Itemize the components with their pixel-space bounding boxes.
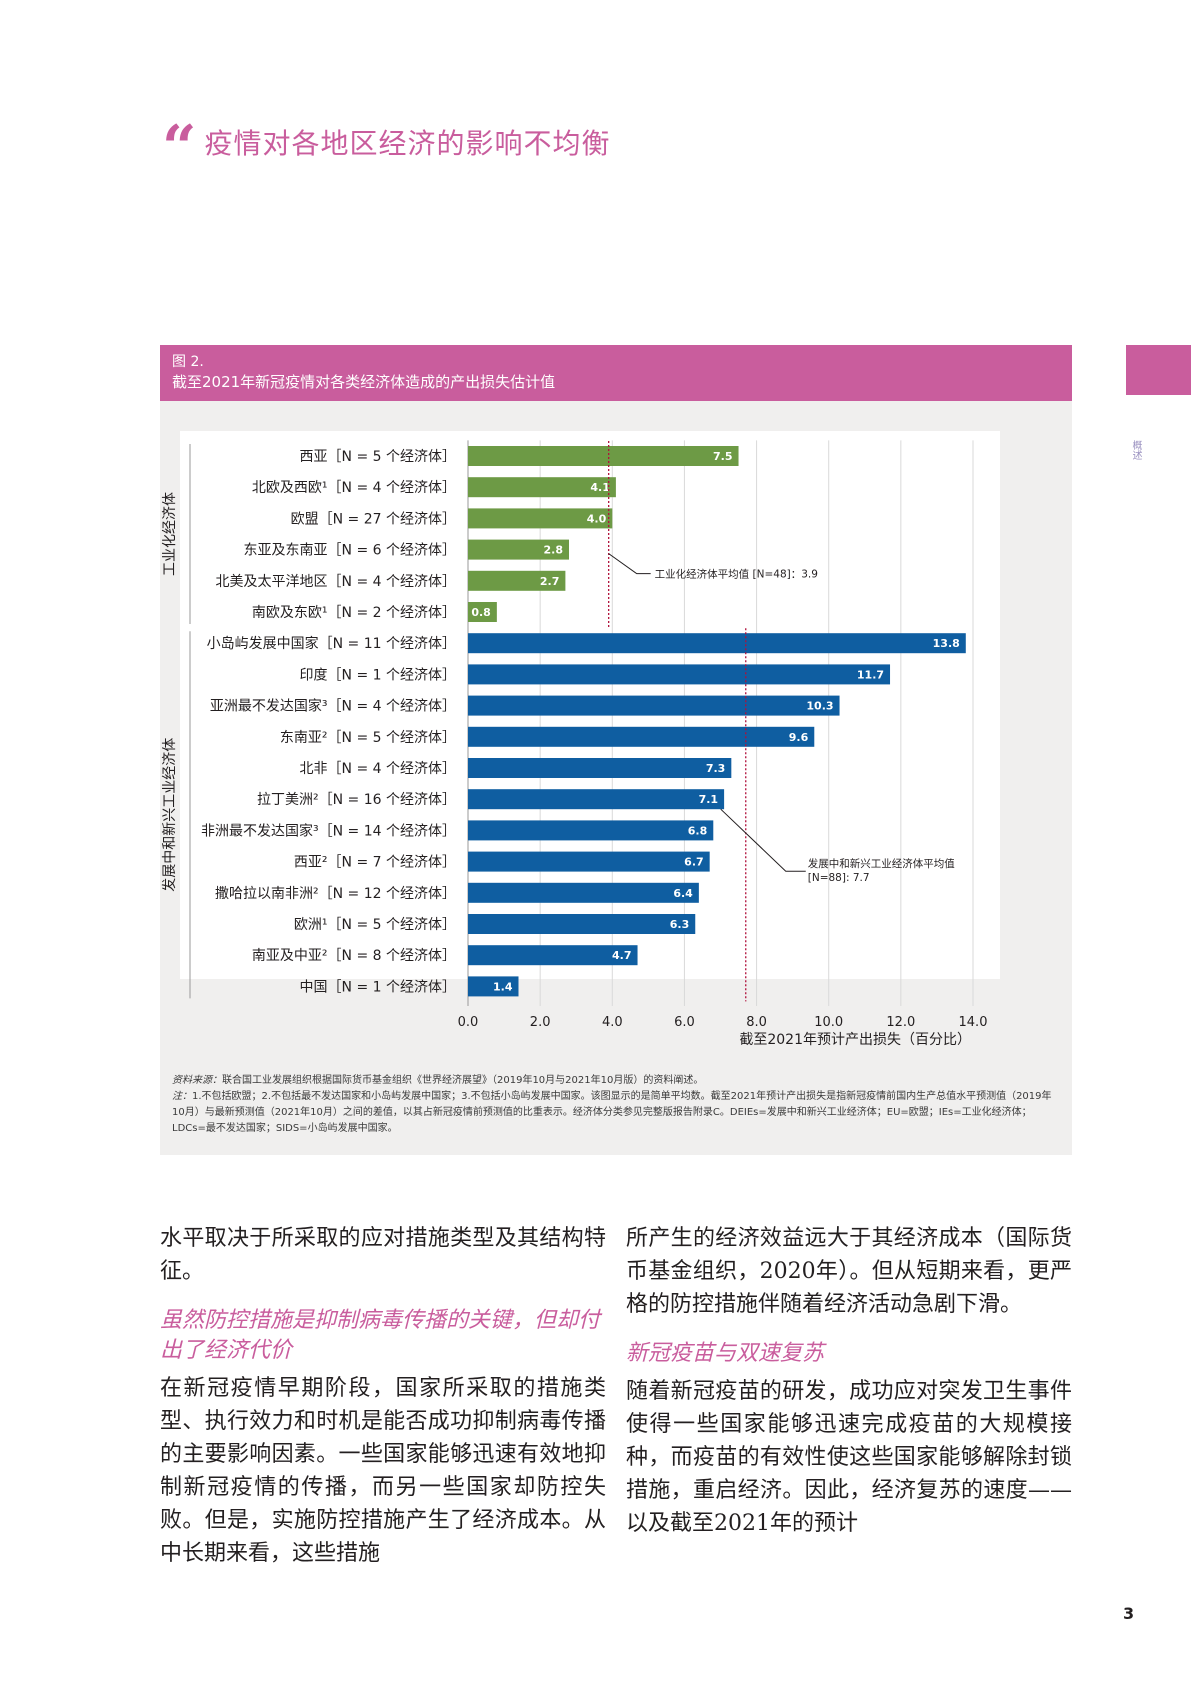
right-subheading: 新冠疫苗与双速复苏	[626, 1341, 825, 1366]
category-label: 南欧及东欧¹［N = 2 个经济体］	[252, 605, 456, 621]
category-label: 拉丁美洲²［N = 16 个经济体］	[257, 792, 456, 808]
bar-value-label: 0.8	[471, 606, 491, 619]
bar	[468, 570, 566, 591]
bar-chart: 0.0 2.0 4.0 6.0 8.0 10.0 12.0 14.0 截至2021年预计产出损失…	[162, 431, 1000, 1048]
page-title: 疫情对各地区经济的影响不均衡	[204, 127, 611, 160]
bar-value-label: 7.3	[706, 762, 726, 775]
bar	[468, 477, 616, 498]
bar-value-label: 4.1	[590, 481, 610, 494]
section-label: 概述	[1130, 440, 1141, 460]
bar	[468, 446, 739, 466]
bar	[468, 633, 966, 654]
figure-header: 图 2. 截至2021年新冠疫情对各类经济体造成的产出损失估计值	[160, 345, 1072, 401]
bar	[468, 602, 497, 622]
category-label: 南亚及中亚²［N = 8 个经济体］	[252, 948, 456, 964]
left-paragraph-1: 水平取决于所采取的应对措施类型及其结构特征。	[160, 1226, 606, 1284]
average-annotation-line: [N=88]: 7.7	[808, 872, 870, 884]
average-annotation-line: 发展中和新兴工业经济体平均值	[808, 857, 955, 870]
x-axis-title: 截至2021年预计产出损失（百分比）	[739, 1032, 971, 1048]
category-label: 印度［N = 1 个经济体］	[300, 667, 456, 683]
bar-value-label: 11.7	[857, 668, 884, 681]
category-label: 小岛屿发展中国家［N = 11 个经济体］	[207, 635, 456, 652]
source-label: 资料来源：	[172, 1075, 222, 1086]
x-tick-label: 4.0	[602, 1015, 623, 1030]
bar-value-label: 6.3	[670, 918, 690, 931]
bar-value-label: 6.4	[673, 887, 693, 900]
figure-panel: 图 2. 截至2021年新冠疫情对各类经济体造成的产出损失估计值 0.0 2.0 4…	[160, 345, 1072, 1155]
figure-title: 截至2021年新冠疫情对各类经济体造成的产出损失估计值	[172, 373, 556, 391]
bar-value-label: 7.1	[699, 793, 719, 806]
bar-value-label: 6.7	[684, 856, 704, 869]
average-leader	[720, 808, 806, 872]
category-label: 东南亚²［N = 5 个经济体］	[280, 730, 456, 746]
left-subheading: 虽然防控措施是抑制病毒传播的关键，但却付出了经济代价	[160, 1308, 601, 1363]
category-label: 中国［N = 1 个经济体］	[300, 979, 456, 995]
bar	[468, 539, 569, 560]
bar	[468, 789, 725, 810]
x-tick-label: 14.0	[959, 1015, 988, 1030]
page-number: 3	[1123, 1604, 1135, 1623]
category-label: 西亚［N = 5 个经济体］	[300, 449, 456, 465]
average-annotation: 发展中和新兴工业经济体平均值 [N=88]: 7.7	[808, 857, 955, 884]
bar	[468, 976, 519, 997]
x-tick-label: 0.0	[458, 1015, 479, 1030]
bar	[468, 945, 638, 966]
bar	[468, 664, 891, 685]
bar-value-label: 9.6	[789, 731, 809, 744]
bar-value-label: 13.8	[933, 637, 960, 650]
bar-value-label: 2.8	[544, 544, 564, 557]
quote-icon: “	[162, 113, 197, 183]
group-label: 工业化经济体	[162, 492, 178, 576]
note-label: 注：	[172, 1091, 192, 1102]
x-tick-label: 10.0	[814, 1015, 843, 1030]
category-label: 北欧及西欧¹［N = 4 个经济体］	[252, 480, 456, 496]
bar	[468, 882, 699, 903]
category-label: 非洲最不发达国家³［N = 14 个经济体］	[201, 822, 456, 839]
category-label: 欧洲¹［N = 5 个经济体］	[294, 917, 456, 933]
bar	[468, 820, 714, 841]
group-label: 发展中和新兴工业经济体	[162, 738, 178, 892]
bar-value-label: 1.4	[493, 980, 513, 993]
bar-value-label: 6.8	[688, 824, 708, 837]
bar-value-label: 10.3	[806, 700, 833, 713]
figure-number: 图 2.	[172, 354, 204, 370]
source-text: 联合国工业发展组织根据国际货币基金组织《世界经济展望》（2019年10月与202…	[222, 1075, 704, 1086]
figure-note: 注：1.不包括欧盟；2.不包括最不发达国家和小岛屿发展中国家；3.不包括小岛屿发…	[172, 1089, 1062, 1137]
body-columns: 水平取决于所采取的应对措施类型及其结构特征。 虽然防控措施是抑制病毒传播的关键，…	[160, 1222, 1072, 1580]
bar-value-label: 2.7	[540, 575, 560, 588]
bar	[468, 726, 815, 747]
category-label: 欧盟［N = 27 个经济体］	[291, 511, 456, 527]
bar	[468, 758, 732, 778]
x-tick-label: 6.0	[674, 1015, 695, 1030]
page-header: “ 疫情对各地区经济的影响不均衡	[162, 112, 611, 178]
right-column: 所产生的经济效益远大于其经济成本（国际货币基金组织，2020年）。但从短期来看，…	[626, 1222, 1072, 1580]
note-text: 1.不包括欧盟；2.不包括最不发达国家和小岛屿发展中国家；3.不包括小岛屿发展中…	[172, 1091, 1052, 1134]
category-label: 北美及太平洋地区［N = 4 个经济体］	[216, 574, 456, 590]
x-tick-label: 8.0	[746, 1015, 767, 1030]
section-tab	[1126, 345, 1191, 395]
right-paragraph-2: 随着新冠疫苗的研发，成功应对突发卫生事件使得一些国家能够迅速完成疫苗的大规模接种…	[626, 1379, 1072, 1536]
bar	[468, 914, 696, 934]
category-label: 西亚²［N = 7 个经济体］	[294, 855, 456, 871]
figure-notes: 资料来源：联合国工业发展组织根据国际货币基金组织《世界经济展望》（2019年10…	[172, 1073, 1062, 1137]
category-label: 北非［N = 4 个经济体］	[300, 761, 456, 777]
bar	[468, 695, 840, 716]
figure-source: 资料来源：联合国工业发展组织根据国际货币基金组织《世界经济展望》（2019年10…	[172, 1073, 1062, 1089]
average-annotation: 工业化经济体平均值 [N=48]：3.9	[655, 568, 818, 581]
bar-value-label: 7.5	[713, 450, 733, 463]
left-column: 水平取决于所采取的应对措施类型及其结构特征。 虽然防控措施是抑制病毒传播的关键，…	[160, 1222, 606, 1580]
x-tick-label: 12.0	[886, 1015, 915, 1030]
category-label: 亚洲最不发达国家³［N = 4 个经济体］	[210, 698, 456, 715]
left-paragraph-2: 在新冠疫情早期阶段，国家所采取的措施类型、执行效力和时机是能否成功抑制病毒传播的…	[160, 1376, 606, 1566]
bar-value-label: 4.7	[612, 949, 632, 962]
category-label: 东亚及东南亚［N = 6 个经济体］	[244, 543, 456, 559]
bar	[468, 851, 710, 872]
category-label: 撒哈拉以南非洲²［N = 12 个经济体］	[215, 886, 456, 902]
bar	[468, 508, 613, 529]
bar-value-label: 4.0	[587, 512, 607, 525]
x-tick-label: 2.0	[530, 1015, 551, 1030]
average-leader	[608, 553, 651, 575]
right-paragraph-1: 所产生的经济效益远大于其经济成本（国际货币基金组织，2020年）。但从短期来看，…	[626, 1226, 1072, 1317]
